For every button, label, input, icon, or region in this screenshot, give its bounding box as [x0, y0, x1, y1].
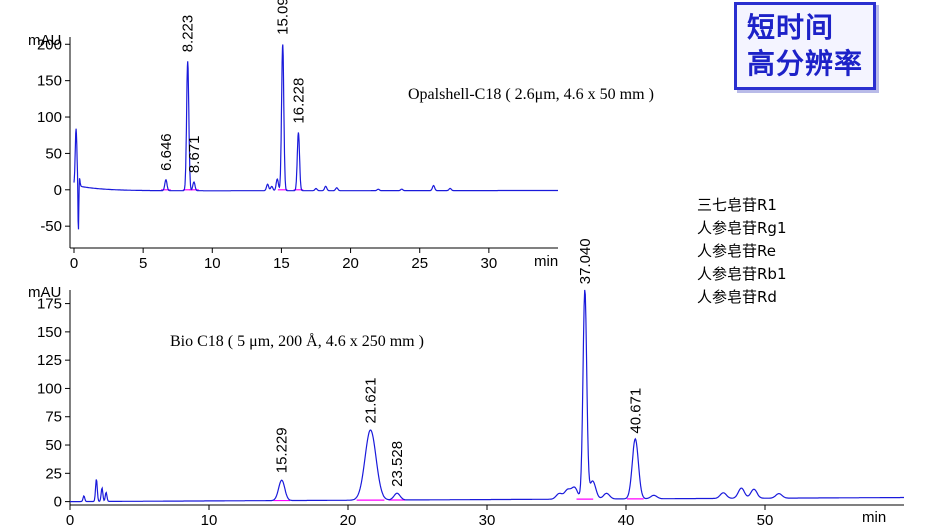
bottom-peak-labels: 15.229 21.621 23.528 37.040 40.671 — [274, 238, 645, 486]
highlight-badge: 短时间 高分辨率 — [734, 2, 876, 90]
peak-label: 16.228 — [290, 78, 307, 124]
top-xlabel: min — [534, 253, 558, 270]
y-tick-label: 50 — [45, 145, 62, 162]
x-tick-label: 0 — [66, 512, 74, 529]
x-tick-label: 0 — [70, 255, 78, 272]
peak-label: 15.229 — [274, 427, 291, 473]
compound-list: 三七皂苷R1 人参皂苷Rg1 人参皂苷Re 人参皂苷Rb1 人参皂苷Rd — [697, 196, 787, 306]
compound-item: 人参皂苷Rb1 — [697, 265, 787, 283]
y-tick-label: 100 — [37, 380, 62, 397]
top-trace-line — [73, 44, 558, 230]
y-tick-label: 175 — [37, 296, 62, 313]
bottom-trace-line — [70, 289, 904, 503]
y-tick-label: 0 — [54, 182, 62, 199]
x-tick-label: 5 — [139, 255, 147, 272]
peak-label: 8.223 — [180, 15, 197, 53]
x-tick-label: 10 — [204, 255, 221, 272]
bottom-ylabel: mAU — [28, 284, 61, 301]
top-x-ticks: 0 5 10 15 20 25 30 — [70, 248, 497, 272]
y-tick-label: 150 — [37, 73, 62, 90]
x-tick-label: 20 — [342, 255, 359, 272]
peak-label: 6.646 — [158, 133, 175, 171]
compound-item: 三七皂苷R1 — [697, 196, 777, 214]
y-tick-label: -50 — [40, 218, 62, 235]
x-tick-label: 10 — [201, 512, 218, 529]
top-y-ticks: -50 0 50 100 150 200 — [37, 36, 70, 235]
peak-label: 23.528 — [389, 441, 406, 487]
peak-label: 15.092 — [275, 0, 292, 35]
peak-label: 37.040 — [577, 238, 594, 284]
compound-item: 人参皂苷Rg1 — [697, 219, 787, 237]
x-tick-label: 50 — [757, 512, 774, 529]
top-ylabel: mAU — [28, 32, 61, 49]
bottom-chromatogram: mAU min Bio C18 ( 5 μm, 200 Å, 4.6 x 250… — [28, 238, 904, 529]
x-tick-label: 15 — [273, 255, 290, 272]
badge-line-1: 短时间 — [747, 11, 835, 44]
bottom-y-ticks: 0 25 50 75 100 125 150 175 — [37, 296, 70, 511]
x-tick-label: 40 — [618, 512, 635, 529]
x-tick-label: 30 — [481, 255, 498, 272]
y-tick-label: 25 — [45, 465, 62, 482]
y-tick-label: 200 — [37, 36, 62, 53]
top-chromatogram: mAU min Opalshell-C18 ( 2.6μm, 4.6 x 50 … — [28, 0, 654, 272]
compound-item: 人参皂苷Rd — [697, 288, 777, 306]
badge-line-2: 高分辨率 — [747, 47, 864, 80]
peak-label: 21.621 — [363, 378, 380, 424]
y-tick-label: 150 — [37, 324, 62, 341]
y-tick-label: 75 — [45, 409, 62, 426]
bottom-xlabel: min — [862, 509, 886, 526]
y-tick-label: 125 — [37, 352, 62, 369]
peak-label: 8.671 — [186, 136, 203, 174]
top-peak-labels: 6.646 8.223 8.671 15.092 16.228 — [158, 0, 308, 173]
y-tick-label: 50 — [45, 437, 62, 454]
bottom-integration-baselines — [273, 498, 644, 502]
bottom-x-ticks: 0 10 20 30 40 50 — [66, 505, 774, 529]
compound-item: 人参皂苷Re — [697, 242, 776, 260]
bottom-column-label: Bio C18 ( 5 μm, 200 Å, 4.6 x 250 mm ) — [170, 332, 424, 350]
top-column-label: Opalshell-C18 ( 2.6μm, 4.6 x 50 mm ) — [408, 86, 654, 103]
peak-label: 40.671 — [627, 388, 644, 434]
y-tick-label: 100 — [37, 109, 62, 126]
y-tick-label: 0 — [54, 494, 62, 511]
x-tick-label: 20 — [340, 512, 357, 529]
x-tick-label: 30 — [479, 512, 496, 529]
x-tick-label: 25 — [411, 255, 428, 272]
